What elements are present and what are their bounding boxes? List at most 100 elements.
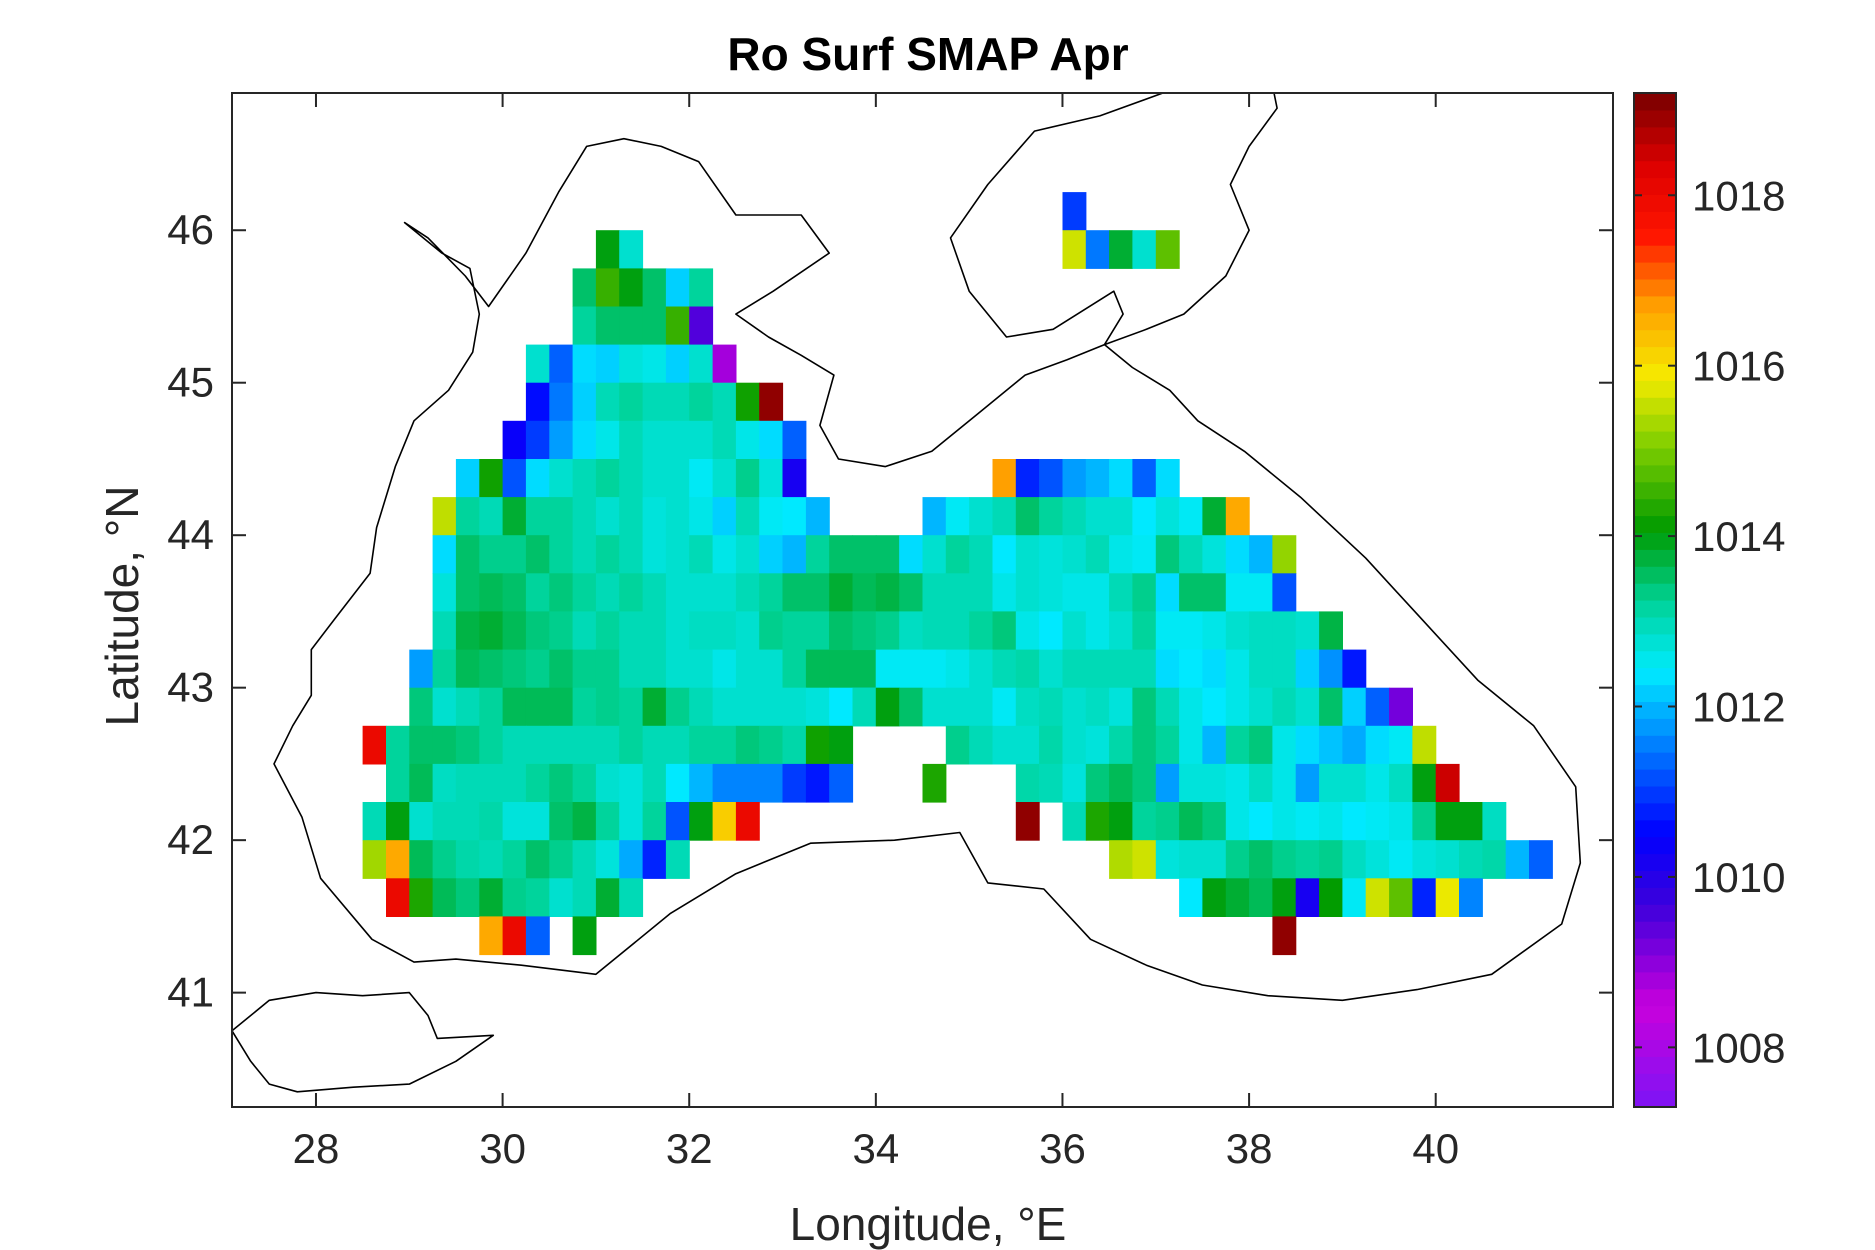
heatmap-cell (479, 649, 504, 689)
heatmap-cell (1085, 649, 1110, 689)
heatmap-cell (595, 268, 620, 308)
heatmap-cell (689, 687, 714, 727)
heatmap-cell (525, 802, 550, 841)
heatmap-cell (525, 573, 550, 612)
heatmap-cell (1179, 497, 1203, 536)
colorbar-tick-label: 1018 (1692, 172, 1785, 219)
heatmap-cell (479, 611, 504, 651)
heatmap-cell (689, 611, 714, 651)
heatmap-cell (689, 420, 714, 460)
heatmap-cell (922, 687, 947, 727)
heatmap-cell (805, 611, 830, 651)
heatmap-cell (945, 725, 970, 765)
colorbar-segment (1634, 785, 1676, 804)
heatmap-cell (455, 573, 480, 612)
heatmap-cell (712, 382, 737, 422)
heatmap-cell (1155, 687, 1180, 727)
heatmap-cell (549, 573, 574, 612)
heatmap-cell (549, 840, 574, 879)
heatmap-cell (1249, 535, 1273, 574)
heatmap-cell (525, 611, 550, 651)
heatmap-cell (1272, 611, 1297, 651)
heatmap-cell (992, 497, 1017, 536)
heatmap-cell (1109, 687, 1133, 727)
heatmap-cell (642, 420, 667, 460)
heatmap-cell (969, 497, 994, 536)
heatmap-cell (829, 687, 854, 727)
heatmap-cell (1249, 840, 1273, 879)
heatmap-cell (1319, 878, 1343, 917)
heatmap-cell (1039, 687, 1063, 727)
heatmap-cell (479, 687, 504, 727)
heatmap-cell (782, 535, 807, 574)
heatmap-cell (1295, 878, 1320, 917)
heatmap-cell (1202, 725, 1227, 765)
heatmap-cell (852, 649, 877, 689)
heatmap-cell (386, 802, 410, 841)
heatmap-cell (852, 573, 877, 612)
heatmap-cell (642, 382, 667, 422)
heatmap-cell (665, 763, 690, 803)
heatmap-cell (735, 459, 760, 498)
heatmap-cell (1179, 535, 1203, 574)
colorbar-segment (1634, 481, 1676, 500)
heatmap-cell (759, 611, 784, 651)
heatmap-cell (782, 459, 807, 498)
heatmap-cell (595, 420, 620, 460)
heatmap-cell (1412, 725, 1437, 765)
x-axis-label: Longitude, °E (790, 1198, 1067, 1250)
colorbar-segment (1634, 447, 1676, 466)
colorbar-segment (1634, 464, 1676, 483)
heatmap-cell (899, 687, 924, 727)
heatmap-cell (782, 649, 807, 689)
colorbar-segment (1634, 718, 1676, 736)
heatmap-cell (1435, 763, 1460, 803)
heatmap-cell (782, 725, 807, 765)
heatmap-cell (1155, 459, 1180, 498)
heatmap-cell (572, 649, 597, 689)
heatmap-cell (1132, 687, 1157, 727)
heatmap-cell (1179, 763, 1203, 803)
colorbar-tick-label: 1012 (1692, 684, 1785, 731)
heatmap-cell (1179, 649, 1203, 689)
heatmap-cell (852, 687, 877, 727)
colorbar-segment (1634, 262, 1676, 280)
heatmap-cell (712, 687, 737, 727)
colorbar-segment (1634, 1056, 1676, 1074)
heatmap-cell (642, 725, 667, 765)
heatmap-cell (595, 611, 620, 651)
heatmap-cell (1015, 535, 1040, 574)
heatmap-cell (1109, 802, 1133, 841)
colorbar-tick-label: 1008 (1692, 1024, 1785, 1071)
heatmap-cell (1085, 802, 1110, 841)
heatmap-cell (1109, 459, 1133, 498)
heatmap-cell (1109, 535, 1133, 574)
heatmap-cell (1155, 802, 1180, 841)
heatmap-cell (1179, 611, 1203, 651)
heatmap-cell (689, 725, 714, 765)
heatmap-cell (1155, 763, 1180, 803)
heatmap-cell (805, 649, 830, 689)
heatmap-cell (1202, 497, 1227, 536)
heatmap-cell (689, 306, 714, 346)
heatmap-cell (572, 535, 597, 574)
heatmap-cell (1015, 802, 1040, 841)
heatmap-cell (595, 306, 620, 346)
heatmap-cell (1435, 840, 1460, 879)
heatmap-cell (1132, 725, 1157, 765)
marmara-sea-coastline (232, 991, 495, 1093)
heatmap-cell (712, 611, 737, 651)
heatmap-cell (1505, 840, 1530, 879)
heatmap-cell (969, 535, 994, 574)
heatmap-cell (1132, 497, 1157, 536)
heatmap-cell (432, 649, 457, 689)
heatmap-cell (899, 573, 924, 612)
heatmap-cell (1155, 840, 1180, 879)
heatmap-cell (525, 649, 550, 689)
heatmap-cell (642, 268, 667, 308)
heatmap-cell (432, 497, 457, 536)
heatmap-cell (1085, 573, 1110, 612)
colorbar-segment (1634, 583, 1676, 601)
heatmap-cell (1202, 840, 1227, 879)
heatmap-cell (1179, 840, 1203, 879)
